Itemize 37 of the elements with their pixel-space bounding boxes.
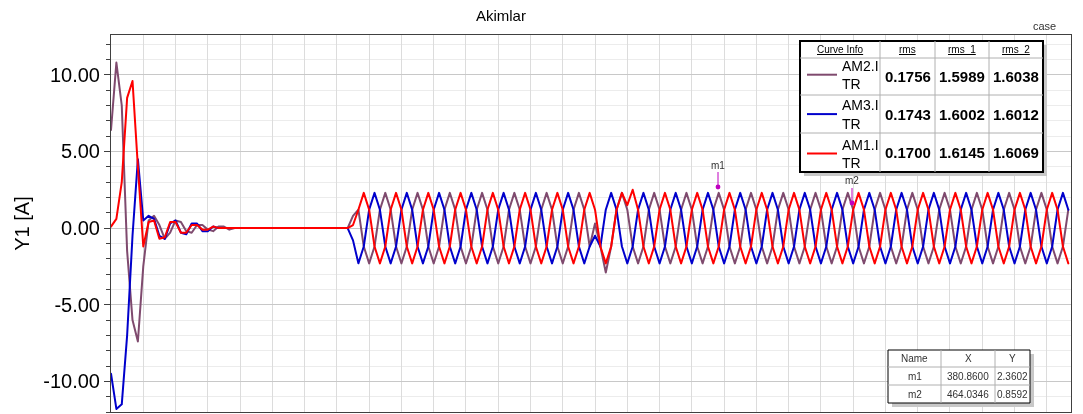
annotation: 0.1700 xyxy=(885,144,931,161)
annotation: X xyxy=(965,353,972,364)
annotation: 0.8592 xyxy=(997,389,1029,400)
y-tick-label: 10.00 xyxy=(49,63,100,86)
annotation: 1.6012 xyxy=(993,106,1039,123)
y-tick-label: -10.00 xyxy=(43,370,100,393)
y-axis-title: Y1 [A] xyxy=(10,196,33,251)
line-series xyxy=(111,158,1070,410)
annotation: Y xyxy=(1009,353,1016,364)
annotation: 0.1756 xyxy=(885,68,931,85)
line-series xyxy=(111,61,1070,343)
annotation: 380.8600 xyxy=(947,371,990,382)
y-tick-label: 5.00 xyxy=(61,140,100,163)
annotation: 0.1743 xyxy=(885,106,931,123)
annotation: m1 xyxy=(711,160,726,171)
annotation: 1.5989 xyxy=(939,68,985,85)
text: case xyxy=(1033,20,1057,32)
legend-label: AM1.I TR xyxy=(842,136,879,172)
legend-label: AM3.I TR xyxy=(842,97,879,132)
annotation: Name xyxy=(901,353,929,364)
annotation: rms_1 xyxy=(948,44,977,55)
annotation: 1.6069 xyxy=(993,144,1039,161)
annotation: 464.0346 xyxy=(947,389,990,400)
annotation: Curve Info xyxy=(817,44,864,55)
y-tick-label: 0.00 xyxy=(61,217,100,240)
annotation: rms_2 xyxy=(1002,44,1031,55)
chart-title: Akimlar xyxy=(475,6,526,24)
annotation: m2 xyxy=(908,389,923,400)
legend-label: AM2.I TR xyxy=(842,58,879,93)
annotation: rms xyxy=(899,44,916,55)
annotation: m1 xyxy=(908,371,923,382)
y-tick-label: -5.00 xyxy=(54,293,100,316)
annotation: 1.6002 xyxy=(939,106,985,123)
annotation: 1.6038 xyxy=(993,68,1039,85)
annotation: m2 xyxy=(845,175,860,186)
annotation: 1.6145 xyxy=(939,144,985,161)
annotation: 2.3602 xyxy=(997,371,1029,382)
